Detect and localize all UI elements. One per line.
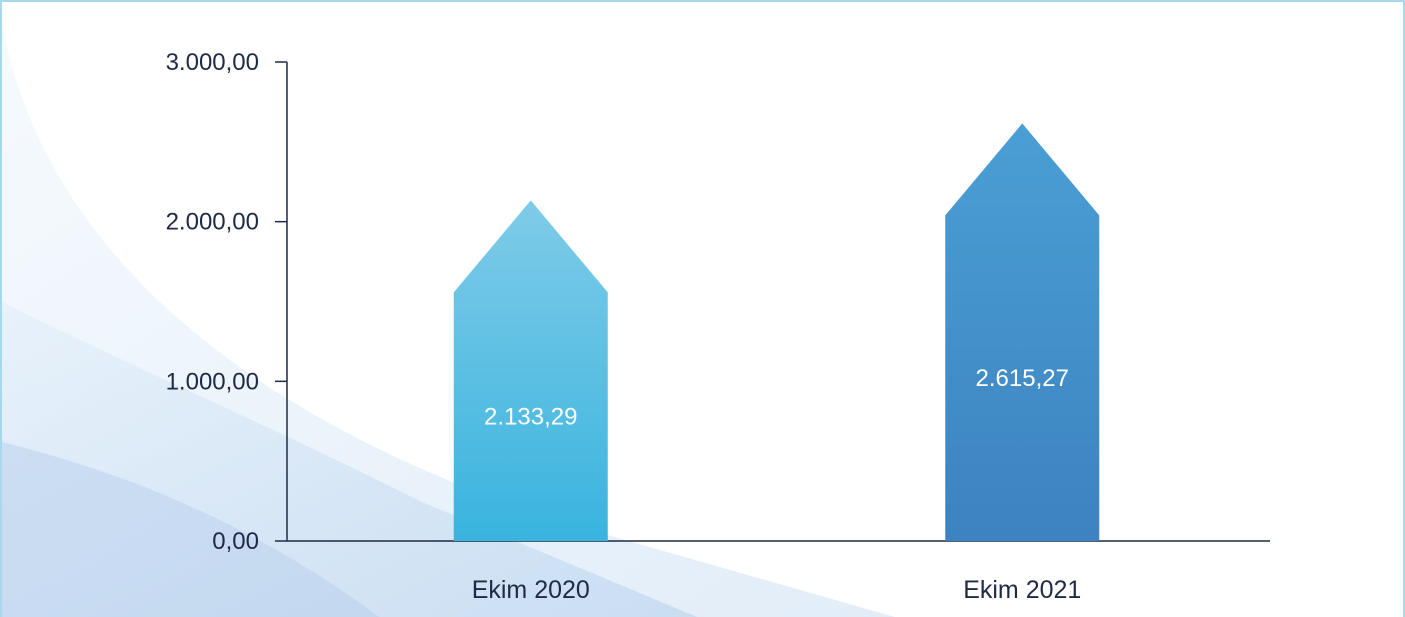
y-tick-label: 1.000,00 [166,368,259,395]
x-category-label: Ekim 2021 [963,576,1081,604]
bar-value-label: 2.133,29 [484,404,577,431]
y-tick-label: 3.000,00 [166,49,259,76]
bars: 2.133,29 2.615,27 [453,123,1100,541]
bar-ekim-2021 [945,123,1100,541]
y-axis-ticks: 0,00 1.000,00 2.000,00 3.000,00 [166,49,287,555]
x-category-label: Ekim 2020 [472,576,590,604]
bar-value-label: 2.615,27 [976,365,1069,392]
bar-ekim-2020 [453,200,608,541]
y-tick-label: 0,00 [212,528,259,555]
background-decoration [2,22,895,617]
y-tick-label: 2.000,00 [166,209,259,236]
x-axis-labels: Ekim 2020 Ekim 2021 [472,576,1082,604]
